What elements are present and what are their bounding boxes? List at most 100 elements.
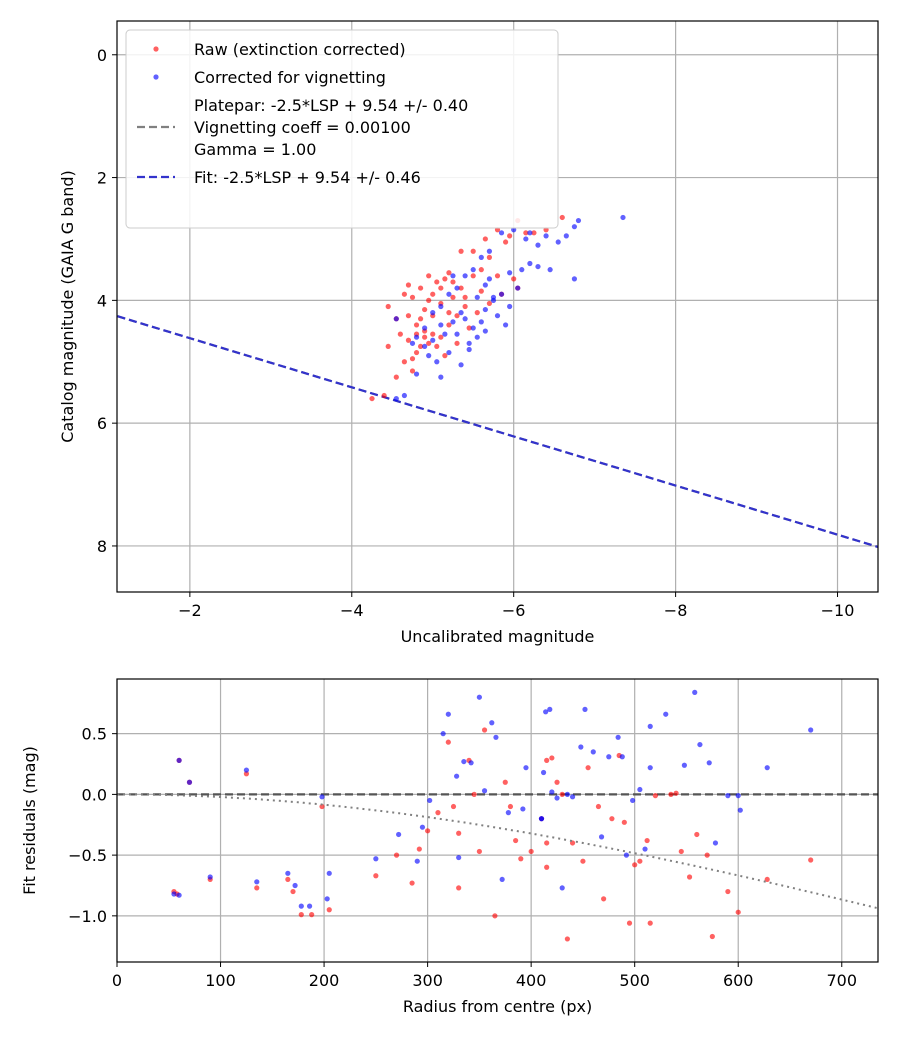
data-point — [808, 727, 814, 733]
data-point — [397, 331, 403, 337]
data-point — [489, 720, 495, 726]
data-point — [413, 334, 420, 340]
y-tick-label: −0.5 — [68, 846, 107, 865]
data-point — [686, 874, 693, 880]
data-point — [458, 248, 464, 254]
data-point — [413, 322, 420, 328]
data-point — [326, 907, 332, 913]
data-point — [697, 741, 703, 748]
data-point — [405, 337, 412, 343]
data-point — [466, 325, 472, 331]
data-point — [544, 840, 550, 846]
data-point — [540, 769, 547, 776]
data-point — [543, 709, 549, 715]
data-point — [458, 310, 464, 316]
legend-marker-0 — [153, 46, 159, 52]
data-point — [498, 230, 505, 236]
data-point — [663, 711, 669, 717]
data-point — [692, 689, 698, 695]
data-point — [528, 848, 534, 855]
data-point — [547, 706, 553, 712]
data-point — [531, 230, 537, 236]
data-point — [470, 325, 476, 331]
data-point — [482, 236, 488, 242]
data-point — [171, 891, 177, 897]
data-point — [416, 846, 422, 852]
y-axis-label: Catalog magnitude (GAIA G band) — [58, 170, 77, 442]
data-point — [292, 882, 298, 889]
data-point — [454, 773, 460, 779]
data-point — [186, 779, 193, 785]
data-point — [385, 303, 391, 310]
data-point — [446, 322, 452, 328]
data-point — [430, 310, 436, 316]
data-point — [569, 794, 576, 800]
data-point — [644, 837, 650, 844]
y-axis-label: Fit residuals (mag) — [20, 746, 39, 895]
data-point — [609, 816, 615, 822]
data-point — [490, 294, 497, 300]
data-point — [425, 828, 431, 834]
x-tick-label: 0 — [112, 971, 122, 990]
data-point — [725, 793, 731, 799]
data-point — [393, 374, 399, 380]
y-tick-label: 6 — [97, 414, 107, 433]
data-point — [430, 291, 436, 297]
data-point — [527, 260, 533, 267]
data-point — [454, 331, 460, 337]
data-point — [673, 790, 679, 796]
data-point — [176, 892, 182, 898]
data-point — [470, 267, 476, 273]
data-point — [396, 831, 402, 838]
data-point — [409, 294, 416, 300]
legend: Raw (extinction corrected) Corrected for … — [125, 29, 559, 229]
data-point — [285, 870, 291, 876]
data-point — [535, 263, 541, 270]
data-point — [580, 858, 586, 864]
data-point — [254, 885, 260, 891]
data-point — [725, 888, 731, 895]
data-point — [470, 248, 476, 254]
data-point — [454, 313, 460, 319]
data-point — [486, 248, 493, 254]
data-point — [559, 791, 565, 797]
data-point — [385, 343, 391, 350]
data-point — [764, 876, 770, 883]
data-point — [694, 831, 700, 838]
data-point — [393, 395, 399, 402]
data-point — [632, 862, 638, 868]
x-tick-label: 100 — [205, 971, 236, 990]
data-point — [417, 316, 424, 322]
data-point — [462, 316, 468, 322]
data-point — [585, 765, 591, 771]
data-point — [476, 848, 482, 855]
data-point — [393, 852, 400, 858]
plot-area — [117, 214, 878, 549]
legend-box — [125, 29, 559, 229]
data-point — [422, 334, 428, 340]
data-point — [507, 270, 513, 276]
data-point — [520, 806, 526, 812]
data-point — [494, 273, 501, 279]
data-point — [434, 279, 440, 285]
data-point — [446, 310, 452, 316]
data-point — [474, 310, 480, 316]
data-point — [456, 885, 462, 891]
data-point — [319, 794, 325, 800]
data-point — [704, 852, 710, 858]
data-point — [709, 933, 715, 940]
x-tick-label: −8 — [664, 601, 688, 620]
data-point — [413, 349, 420, 356]
data-point — [507, 303, 513, 310]
data-point — [427, 797, 433, 804]
data-point — [564, 936, 570, 942]
data-point — [578, 744, 584, 750]
data-point — [430, 337, 436, 343]
y-tick-label: 4 — [97, 291, 107, 310]
series-1 — [393, 214, 626, 402]
data-point — [401, 359, 407, 365]
data-point — [426, 353, 432, 359]
data-point — [637, 858, 643, 864]
data-point — [207, 874, 213, 880]
